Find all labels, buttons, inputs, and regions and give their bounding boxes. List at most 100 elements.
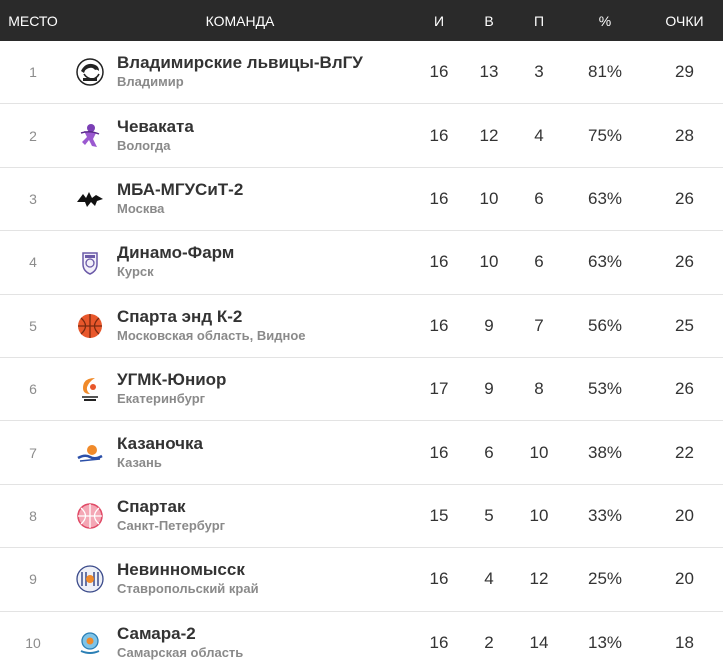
games-value: 16 bbox=[429, 125, 449, 145]
header-place: МЕСТО bbox=[8, 12, 58, 29]
team-city: Екатеринбург bbox=[117, 391, 206, 407]
points-value: 18 bbox=[675, 632, 694, 652]
wins-value: 6 bbox=[484, 442, 494, 462]
losses-value: 10 bbox=[529, 442, 549, 462]
percent-value: 33% bbox=[587, 505, 623, 525]
row-place: 7 bbox=[29, 444, 37, 461]
header-points: ОЧКИ bbox=[665, 12, 704, 29]
games-value: 16 bbox=[429, 62, 449, 82]
losses-value: 12 bbox=[529, 569, 549, 589]
team-cell[interactable]: Чеваката Вологда bbox=[114, 117, 414, 155]
sparta-ball-logo-icon bbox=[66, 311, 114, 341]
nevinnomyssk-logo-icon bbox=[66, 564, 114, 594]
team-cell[interactable]: Невинномысск Ставропольский край bbox=[114, 560, 414, 598]
table-row[interactable]: 6 УГМК-Юниор Екатеринбург 17 9 8 53% 26 bbox=[0, 357, 723, 422]
losses-value: 10 bbox=[529, 505, 549, 525]
team-name[interactable]: УГМК-Юниор bbox=[117, 370, 227, 390]
points-value: 26 bbox=[675, 252, 694, 272]
team-cell[interactable]: Динамо-Фарм Курск bbox=[114, 243, 414, 281]
team-cell[interactable]: Владимирские львицы-ВлГУ Владимир bbox=[114, 53, 414, 91]
table-row[interactable]: 8 Спартак Санкт-Петербург 15 5 10 33% 20 bbox=[0, 484, 723, 549]
team-name[interactable]: Динамо-Фарм bbox=[117, 243, 235, 263]
row-place: 10 bbox=[25, 634, 41, 651]
row-place: 4 bbox=[29, 254, 37, 271]
team-cell[interactable]: МБА-МГУСиТ-2 Москва bbox=[114, 180, 414, 218]
games-value: 16 bbox=[429, 632, 449, 652]
losses-value: 6 bbox=[534, 252, 544, 272]
row-place: 3 bbox=[29, 190, 37, 207]
lion-logo-icon bbox=[66, 57, 114, 87]
percent-value: 53% bbox=[587, 379, 623, 399]
table-row[interactable]: 3 МБА-МГУСиТ-2 Москва 16 10 6 63% 26 bbox=[0, 167, 723, 232]
header-losses: П bbox=[533, 12, 545, 29]
points-value: 20 bbox=[675, 569, 694, 589]
games-value: 16 bbox=[429, 569, 449, 589]
team-city: Московская область, Видное bbox=[117, 327, 306, 343]
row-place: 6 bbox=[29, 381, 37, 398]
wins-value: 10 bbox=[479, 188, 499, 208]
percent-value: 75% bbox=[587, 125, 623, 145]
team-name[interactable]: Невинномысск bbox=[117, 560, 245, 580]
games-value: 16 bbox=[429, 188, 449, 208]
points-value: 22 bbox=[675, 442, 694, 462]
games-value: 16 bbox=[429, 442, 449, 462]
team-name[interactable]: Спартак bbox=[117, 496, 186, 516]
points-value: 25 bbox=[675, 315, 694, 335]
team-city: Санкт-Петербург bbox=[117, 517, 226, 533]
team-name[interactable]: Казаночка bbox=[117, 433, 203, 453]
percent-value: 25% bbox=[587, 569, 623, 589]
team-name[interactable]: МБА-МГУСиТ-2 bbox=[117, 179, 244, 199]
row-place: 8 bbox=[29, 507, 37, 524]
losses-value: 6 bbox=[534, 188, 544, 208]
table-row[interactable]: 1 Владимирские львицы-ВлГУ Владимир 16 1… bbox=[0, 41, 723, 105]
kazanochka-logo-icon bbox=[66, 438, 114, 468]
team-cell[interactable]: Казаночка Казань bbox=[114, 434, 414, 472]
wins-value: 9 bbox=[484, 379, 494, 399]
team-city: Москва bbox=[117, 200, 165, 216]
table-row[interactable]: 2 Чеваката Вологда 16 12 4 75% 28 bbox=[0, 104, 723, 168]
percent-value: 56% bbox=[587, 315, 623, 335]
points-value: 28 bbox=[675, 125, 694, 145]
table-row[interactable]: 5 Спарта энд К-2 Московская область, Вид… bbox=[0, 294, 723, 358]
dynamo-shield-logo-icon bbox=[66, 247, 114, 277]
losses-value: 14 bbox=[529, 632, 549, 652]
team-city: Казань bbox=[117, 454, 162, 470]
games-value: 16 bbox=[429, 252, 449, 272]
spartak-ball-logo-icon bbox=[66, 501, 114, 531]
points-value: 20 bbox=[675, 505, 694, 525]
team-name[interactable]: Чеваката bbox=[117, 116, 194, 136]
header-team: КОМАНДА bbox=[205, 12, 275, 29]
wins-value: 12 bbox=[479, 125, 499, 145]
header-games: И bbox=[433, 12, 445, 29]
games-value: 15 bbox=[429, 505, 449, 525]
row-place: 5 bbox=[29, 317, 37, 334]
table-row[interactable]: 10 Самара-2 Самарская область 16 2 14 13… bbox=[0, 611, 723, 672]
wins-value: 2 bbox=[484, 632, 494, 652]
team-cell[interactable]: УГМК-Юниор Екатеринбург bbox=[114, 370, 414, 408]
percent-value: 63% bbox=[587, 252, 623, 272]
team-name[interactable]: Спарта энд К-2 bbox=[117, 306, 243, 326]
team-city: Владимир bbox=[117, 74, 184, 90]
mba-logo-icon bbox=[66, 184, 114, 214]
team-cell[interactable]: Спартак Санкт-Петербург bbox=[114, 497, 414, 535]
team-cell[interactable]: Спарта энд К-2 Московская область, Видно… bbox=[114, 307, 414, 345]
team-name[interactable]: Самара-2 bbox=[117, 623, 196, 643]
percent-value: 38% bbox=[587, 442, 623, 462]
team-city: Вологда bbox=[117, 137, 171, 153]
row-place: 1 bbox=[29, 64, 37, 81]
team-cell[interactable]: Самара-2 Самарская область bbox=[114, 624, 414, 662]
table-row[interactable]: 9 Невинномысск Ставропольский край 16 4 … bbox=[0, 548, 723, 612]
points-value: 26 bbox=[675, 188, 694, 208]
team-name[interactable]: Владимирские львицы-ВлГУ bbox=[117, 53, 363, 73]
losses-value: 4 bbox=[534, 125, 544, 145]
percent-value: 63% bbox=[587, 188, 623, 208]
losses-value: 7 bbox=[534, 315, 544, 335]
samara-logo-icon bbox=[66, 628, 114, 658]
ugmk-logo-icon bbox=[66, 374, 114, 404]
games-value: 17 bbox=[429, 379, 449, 399]
team-city: Ставропольский край bbox=[117, 581, 259, 597]
losses-value: 8 bbox=[534, 379, 544, 399]
table-row[interactable]: 4 Динамо-Фарм Курск 16 10 6 63% 26 bbox=[0, 231, 723, 295]
table-row[interactable]: 7 Казаночка Казань 16 6 10 38% 22 bbox=[0, 421, 723, 485]
